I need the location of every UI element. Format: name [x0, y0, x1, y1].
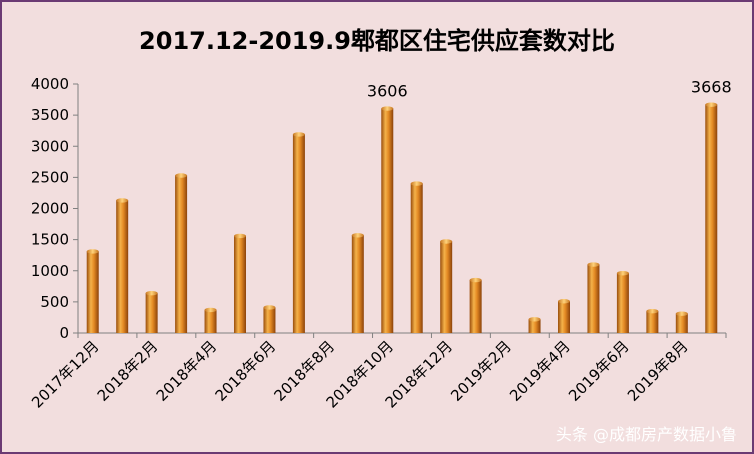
bar-cap — [440, 239, 453, 244]
data-label: 3668 — [691, 78, 732, 97]
bar — [410, 183, 423, 333]
bar — [116, 200, 129, 333]
bar — [587, 264, 600, 333]
x-tick-labels: 2017年12月2018年2月2018年4月2018年6月2018年8月2018… — [28, 337, 692, 411]
bar — [705, 104, 718, 334]
bar-cap — [234, 233, 246, 239]
x-tick-label: 2019年8月 — [624, 337, 692, 405]
bar-cap — [705, 102, 718, 107]
data-label: 3606 — [367, 82, 408, 101]
y-tick-label: 0 — [59, 324, 69, 342]
bar-cap — [616, 271, 629, 276]
bar-cap — [175, 173, 188, 178]
bar — [646, 311, 659, 333]
bar — [381, 108, 394, 334]
bar — [175, 175, 188, 333]
bar-cap — [675, 311, 688, 316]
bar-cap — [410, 181, 423, 186]
bar — [86, 251, 99, 333]
y-tick-label: 1000 — [31, 262, 69, 280]
bar-cap — [587, 262, 600, 267]
x-tick-label: 2018年6月 — [212, 337, 280, 405]
bar-cap — [381, 106, 394, 111]
watermark: 头条 @成都房产数据小鲁 — [556, 425, 737, 444]
y-tick-label: 1500 — [31, 231, 69, 249]
data-labels: 3606 3668 — [367, 78, 732, 101]
bar-cap — [528, 317, 541, 322]
y-tick-label: 500 — [40, 293, 69, 311]
x-tick-label: 2019年2月 — [447, 337, 515, 405]
bars — [86, 102, 718, 334]
y-tick-label: 4000 — [31, 75, 69, 93]
bar — [558, 301, 570, 333]
bar — [675, 313, 688, 333]
x-tick-label: 2018年2月 — [94, 337, 162, 405]
bar — [263, 307, 276, 333]
bar — [616, 273, 629, 333]
bar-cap — [558, 299, 570, 304]
y-tick-label: 3000 — [31, 137, 69, 155]
chart-title: 2017.12-2019.9郫都区住宅供应套数对比 — [139, 27, 615, 55]
x-tick-label: 2019年6月 — [565, 337, 633, 405]
bar-cap — [351, 233, 364, 238]
bar-cap — [204, 307, 217, 313]
bar — [292, 134, 305, 333]
bar — [528, 319, 541, 333]
bar-cap — [263, 305, 276, 310]
y-tick-label: 3500 — [31, 106, 69, 124]
x-tick-label: 2017年12月 — [28, 337, 102, 411]
x-tick-label: 2018年4月 — [153, 337, 221, 405]
bar — [145, 293, 158, 333]
bar-cap — [86, 249, 99, 254]
bar-cap — [145, 290, 158, 296]
bar — [440, 241, 453, 333]
y-tick-label: 2500 — [31, 168, 69, 186]
bar — [351, 235, 364, 333]
bar-cap — [469, 277, 482, 283]
bar — [204, 309, 217, 333]
x-tick-label: 2019年4月 — [506, 337, 574, 405]
bar-cap — [116, 198, 129, 203]
bar — [234, 235, 246, 333]
y-tick-label: 2000 — [31, 200, 69, 218]
bar — [469, 280, 482, 333]
bar-cap — [292, 132, 305, 137]
axes: 0 500 1000 1500 2000 2500 3000 3500 4000 — [31, 75, 727, 342]
bar-cap — [646, 309, 659, 314]
